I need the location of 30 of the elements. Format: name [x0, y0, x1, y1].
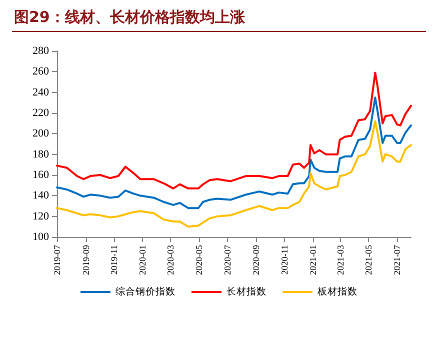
y-tick-label: 140: [32, 190, 50, 202]
y-tick-label: 180: [32, 148, 50, 160]
x-tick-label: 2021-05: [364, 244, 374, 275]
x-tick-label: 2019-09: [80, 244, 91, 275]
y-tick-label: 200: [32, 128, 50, 140]
y-tick-label: 120: [32, 210, 50, 222]
y-tick-label: 280: [32, 45, 50, 57]
x-tick-label: 2019-07: [52, 244, 62, 275]
x-tick-label: 2021-03: [335, 244, 346, 275]
y-tick-label: 220: [32, 107, 50, 119]
chart-title: 图29：线材、长材价格指数均上涨: [14, 8, 245, 27]
x-tick-label: 2021-01: [308, 245, 318, 275]
line-series: [56, 120, 412, 228]
y-tick-label: 240: [32, 86, 50, 98]
x-tick-label: 2020-03: [166, 244, 176, 275]
x-tick-label: 2021-07: [392, 244, 402, 275]
legend-label: 综合钢价指数: [116, 286, 176, 298]
legend-label: 长材指数: [226, 286, 266, 298]
x-tick-label: 2020-07: [222, 244, 232, 275]
x-tick-label: 2020-01: [138, 245, 148, 275]
x-tick-label: 2020-09: [251, 244, 262, 275]
y-tick-label: 260: [32, 66, 50, 78]
x-tick-label: 2020-11: [279, 245, 290, 275]
legend-label: 板材指数: [316, 286, 358, 298]
line-series: [56, 96, 412, 210]
line-series: [56, 72, 412, 190]
x-tick-label: 2019-11: [109, 245, 120, 275]
y-tick-label: 100: [32, 231, 50, 243]
y-tick-label: 160: [32, 169, 50, 181]
x-tick-label: 2020-05: [194, 244, 204, 275]
